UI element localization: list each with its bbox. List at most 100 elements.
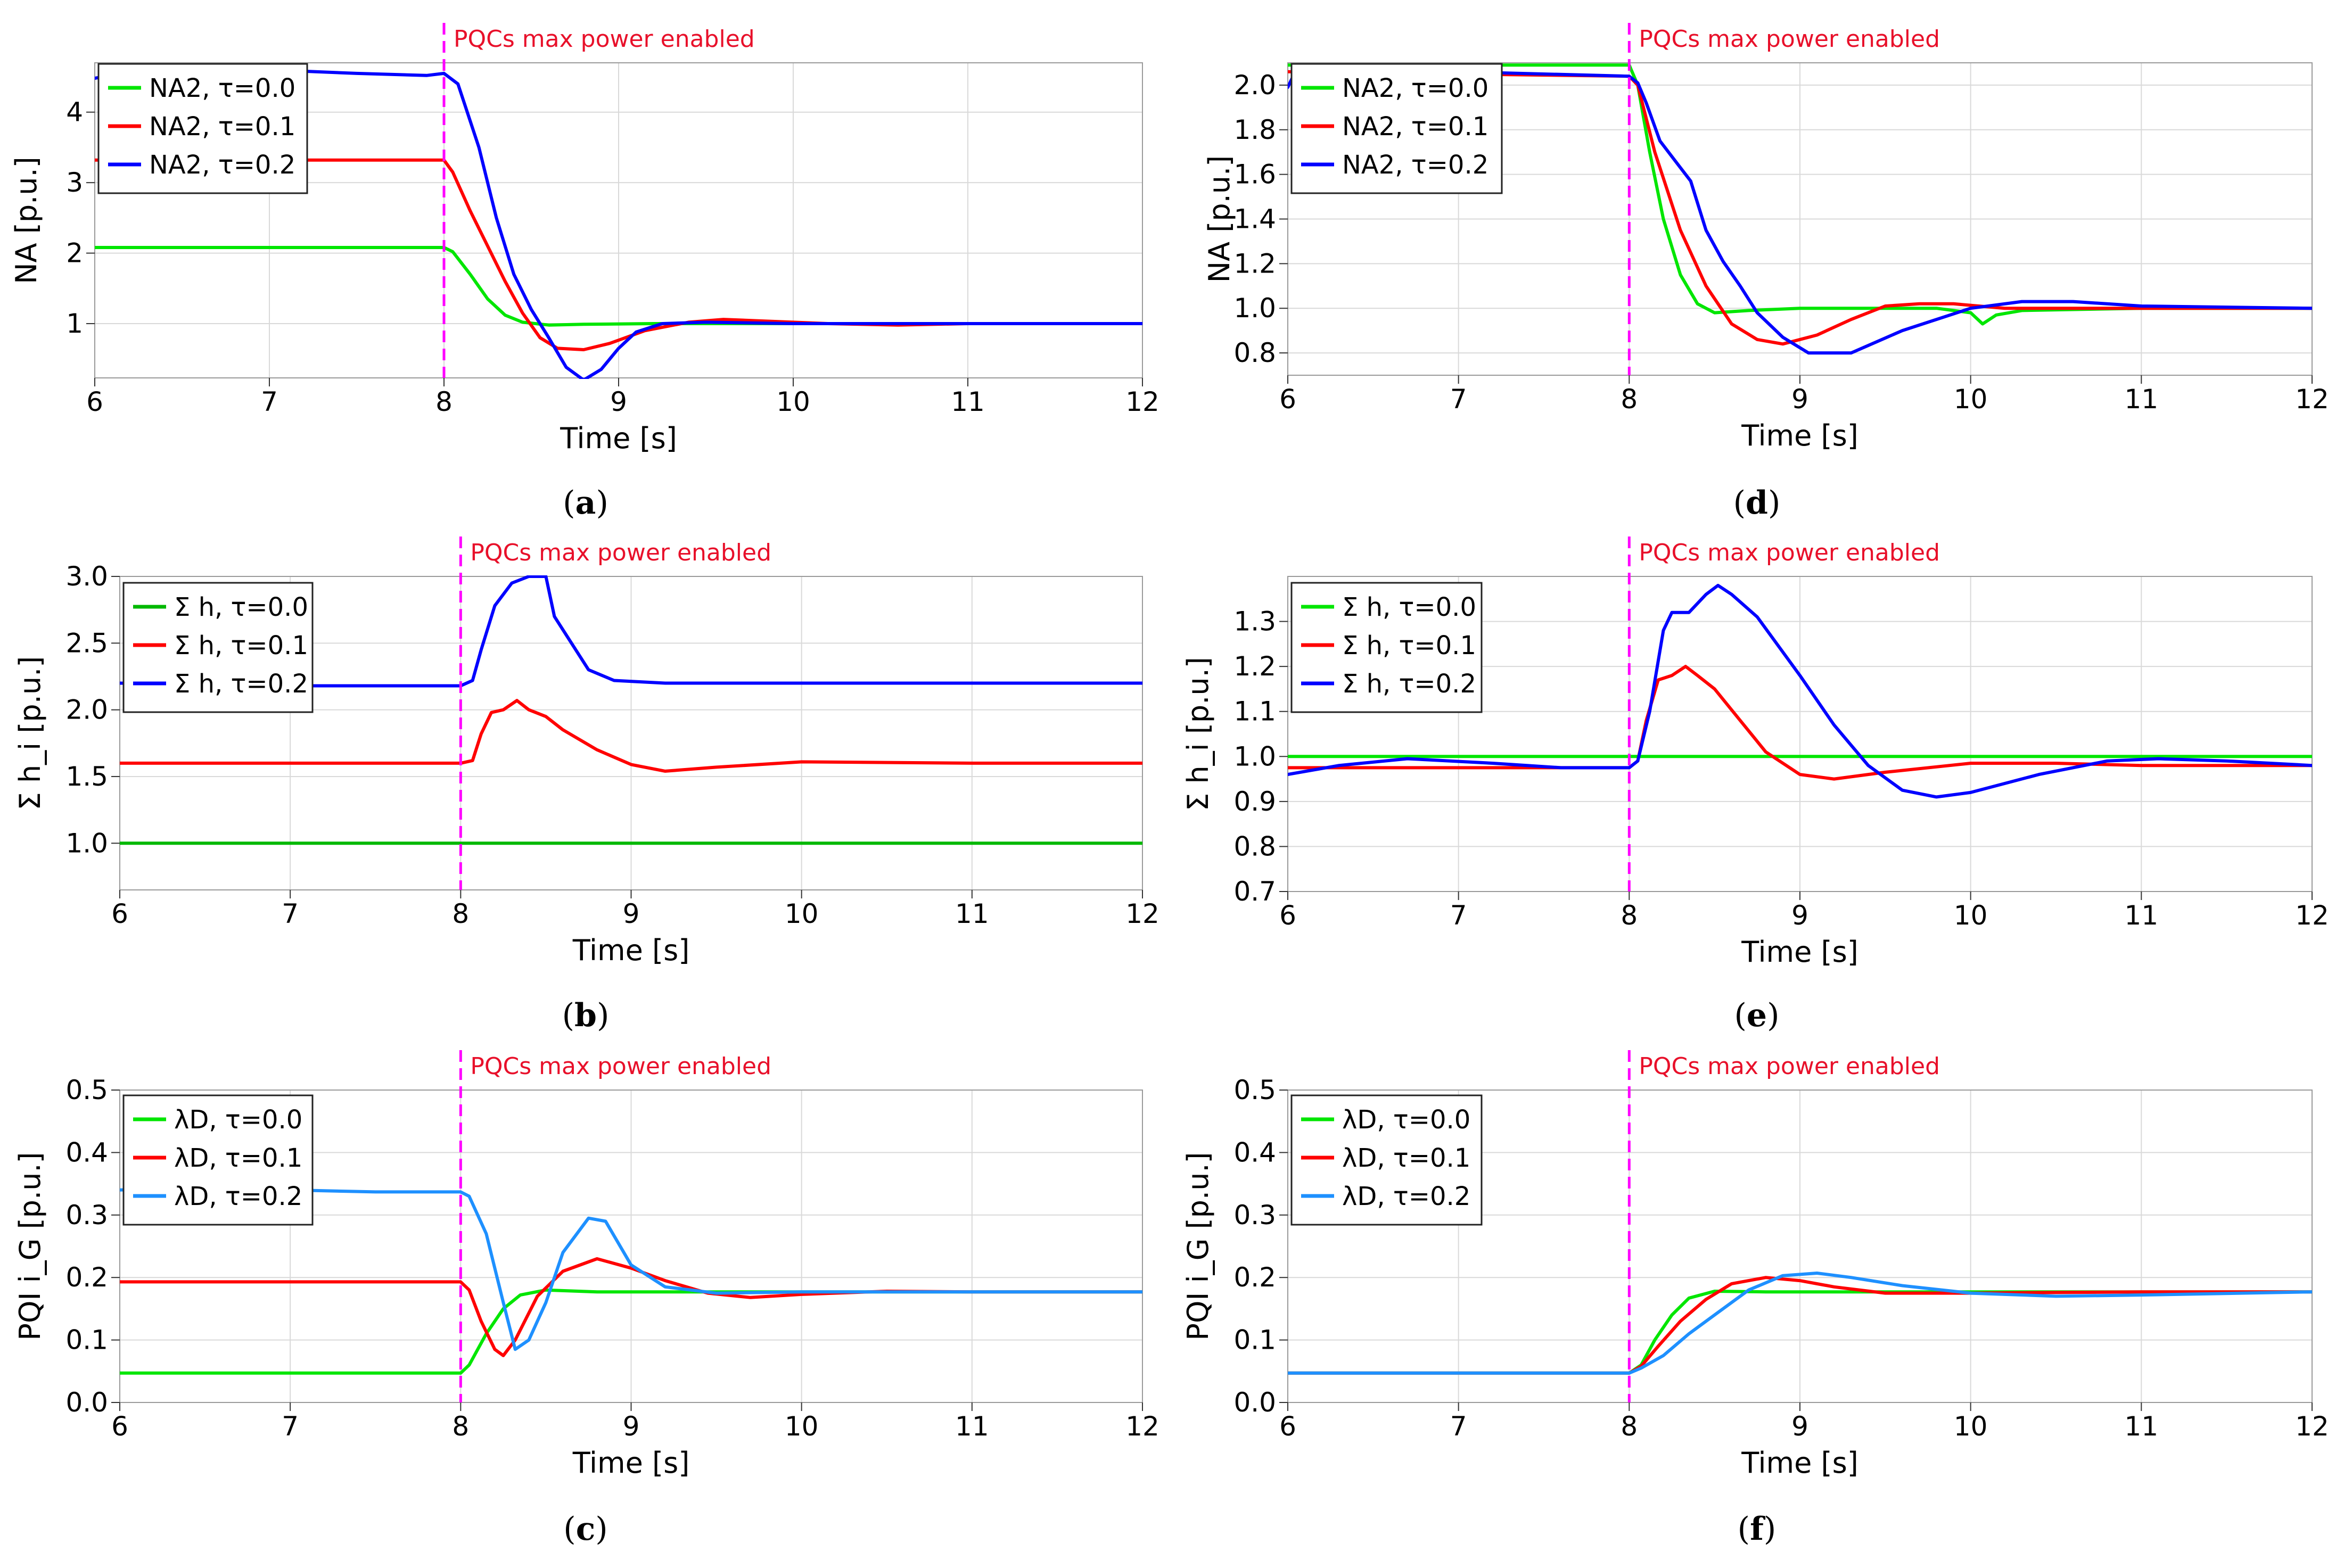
series-line-3: [120, 575, 1142, 688]
panel-caption-letter: c: [576, 1511, 596, 1548]
x-tick-label: 7: [261, 386, 278, 417]
y-tick-label: 0.0: [1233, 1387, 1276, 1418]
legend-label-3: λD, τ=0.2: [174, 1182, 302, 1211]
y-axis-label: Σ h_i [p.u.]: [13, 656, 47, 811]
y-tick-label: 0.1: [1233, 1325, 1276, 1356]
legend-box: [1290, 582, 1483, 713]
x-tick-label: 11: [955, 1411, 989, 1442]
y-tick-label: 2.5: [65, 628, 108, 658]
x-axis-label: Time [s]: [572, 1446, 690, 1480]
y-tick-label: 0.5: [65, 1075, 108, 1105]
legend-label-2: Σ h, τ=0.1: [1342, 631, 1476, 661]
legend-label-1: NA2, τ=0.0: [1342, 73, 1488, 103]
x-axis-label: Time [s]: [1741, 419, 1858, 452]
x-tick-label: 10: [1954, 384, 1988, 415]
series-line-2: [1288, 70, 2312, 346]
series-line-3: [1288, 68, 2312, 355]
x-tick-label: 10: [1954, 900, 1988, 931]
legend-label-2: NA2, τ=0.1: [1342, 112, 1488, 142]
legend-label-1: λD, τ=0.0: [1342, 1105, 1470, 1135]
legend-label-1: Σ h, τ=0.0: [174, 592, 308, 622]
x-tick-label: 12: [1125, 898, 1159, 929]
y-tick-label: 1.4: [1233, 204, 1276, 235]
x-tick-label: 7: [1450, 384, 1467, 415]
y-tick-label: 1.8: [1233, 114, 1276, 145]
legend-label-3: Σ h, τ=0.2: [174, 669, 308, 699]
legend-box: [97, 63, 308, 194]
y-tick-label: 0.4: [65, 1137, 108, 1168]
y-tick-label: 1.5: [65, 761, 108, 792]
series-line-3: [1288, 583, 2312, 799]
event-label: PQCs max power enabled: [1639, 1053, 1940, 1080]
event-label: PQCs max power enabled: [470, 539, 771, 566]
x-axis-label: Time [s]: [1741, 1446, 1858, 1480]
y-axis-label: PQI i_G [p.u.]: [1181, 1152, 1215, 1340]
y-tick-label: 1.2: [1233, 248, 1276, 279]
x-tick-label: 8: [1621, 1411, 1638, 1442]
y-tick-label: 3.0: [65, 561, 108, 592]
y-tick-label: 0.8: [1233, 337, 1276, 368]
legend-box: [1290, 63, 1503, 194]
y-tick-label: 1.2: [1233, 651, 1276, 682]
legend-label-1: NA2, τ=0.0: [149, 73, 295, 103]
y-tick-label: 0.3: [65, 1200, 108, 1231]
chart-panel-d: 6 7 8 9 10 11 12 0.8 1.0 1.2 1.4 1.6 1.8 2.0 Time [s] N…: [1203, 23, 2329, 522]
series-group: [95, 64, 1142, 379]
x-tick-label: 11: [955, 898, 989, 929]
legend-label-2: Σ h, τ=0.1: [174, 631, 308, 661]
series-line-1: [95, 246, 1142, 327]
panel-caption-letter: e: [1747, 997, 1767, 1034]
y-tick-label: 1.3: [1233, 606, 1276, 637]
x-tick-label: 8: [452, 1411, 469, 1442]
y-tick-label: 0.5: [1233, 1075, 1276, 1105]
y-axis-label: PQI i_G [p.u.]: [13, 1152, 47, 1340]
y-tick-label: 1: [66, 308, 83, 339]
legend-label-3: λD, τ=0.2: [1342, 1182, 1470, 1211]
x-axis-label: Time [s]: [1741, 935, 1858, 969]
y-tick-label: 0.1: [65, 1325, 108, 1356]
legend-label-1: Σ h, τ=0.0: [1342, 592, 1476, 622]
y-tick-label: 0.4: [1233, 1137, 1276, 1168]
chart-panel-e: 6 7 8 9 10 11 12 0.7 0.8 0.9 1.0 1.1 1.2 1.3 Time [s] Σ…: [1181, 537, 2329, 1034]
chart-panel-c: 6 7 8 9 10 11 12 0.0 0.1 0.2 0.3 0.4 0.5 Time [s] PQI …: [13, 1050, 1159, 1548]
chart-panel-b: 6 7 8 9 10 11 12 1.0 1.5 2.0 2.5 3.0 Time [s] Σ h_i […: [13, 537, 1159, 1034]
series-line-3: [1288, 1272, 2312, 1375]
panel-caption: (a): [563, 484, 608, 522]
y-tick-label: 0.0: [65, 1387, 108, 1418]
x-tick-label: 8: [452, 898, 469, 929]
panel-caption-letter: b: [574, 997, 597, 1034]
x-tick-label: 10: [1954, 1411, 1988, 1442]
y-axis-label: NA [p.u.]: [10, 156, 43, 284]
legend-label-3: NA2, τ=0.2: [149, 150, 295, 180]
x-tick-label: 9: [1791, 1411, 1808, 1442]
series-group: [1288, 1272, 2312, 1375]
x-tick-label: 6: [1279, 1411, 1296, 1442]
x-tick-label: 10: [776, 386, 810, 417]
legend-label-2: NA2, τ=0.1: [149, 112, 295, 142]
x-tick-label: 7: [282, 898, 299, 929]
x-tick-label: 9: [610, 386, 627, 417]
series-group: [1288, 63, 2312, 355]
x-tick-label: 7: [282, 1411, 299, 1442]
series-group: [1288, 583, 2312, 799]
y-tick-label: 0.9: [1233, 786, 1276, 817]
y-tick-label: 1.0: [65, 828, 108, 859]
x-axis-label: Time [s]: [560, 422, 677, 455]
y-tick-label: 1.6: [1233, 159, 1276, 190]
event-label: PQCs max power enabled: [1639, 26, 1940, 53]
legend-label-2: λD, τ=0.1: [174, 1143, 302, 1173]
series-line-3: [95, 64, 1142, 379]
legend-label-3: NA2, τ=0.2: [1342, 150, 1488, 180]
x-tick-label: 10: [785, 1411, 819, 1442]
y-tick-label: 1.0: [1233, 293, 1276, 324]
panel-caption-letter: f: [1750, 1511, 1766, 1548]
x-axis-label: Time [s]: [572, 934, 690, 967]
legend-box: [122, 582, 314, 713]
y-tick-label: 4: [66, 97, 83, 128]
x-tick-label: 6: [111, 898, 128, 929]
event-label: PQCs max power enabled: [454, 26, 755, 53]
y-tick-label: 3: [66, 167, 83, 198]
x-tick-label: 11: [2125, 384, 2159, 415]
event-label: PQCs max power enabled: [1639, 539, 1940, 566]
panel-caption: (f): [1738, 1511, 1776, 1548]
